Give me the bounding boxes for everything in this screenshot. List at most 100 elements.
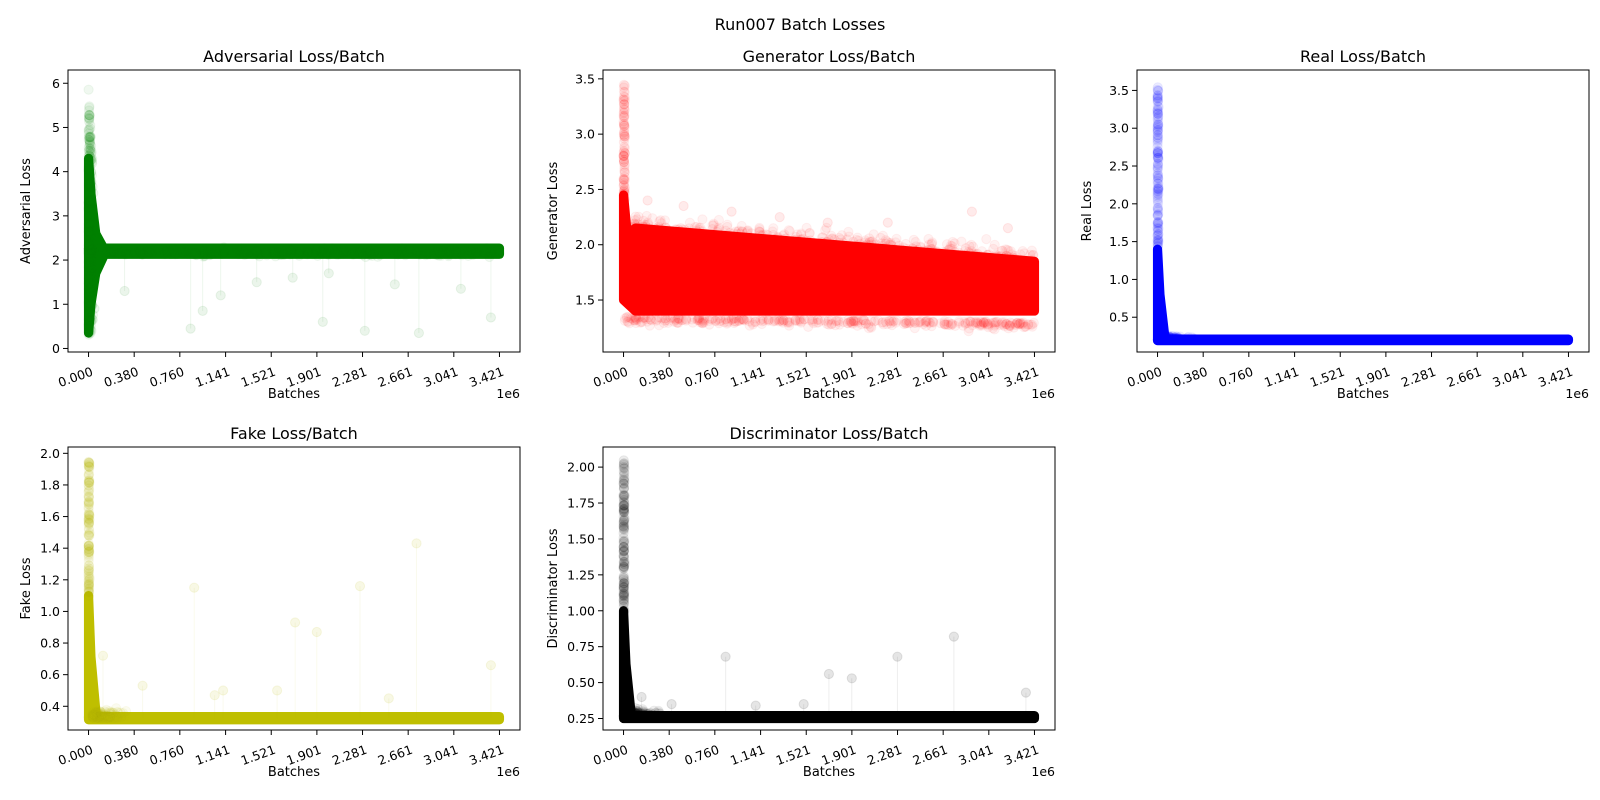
data-point: [285, 245, 296, 256]
data-point: [979, 318, 990, 329]
data-point: [982, 319, 994, 330]
data-point: [254, 251, 265, 262]
data-point: [1152, 95, 1163, 106]
data-point: [170, 249, 181, 260]
data-point: [84, 510, 95, 521]
data-point: [798, 314, 810, 325]
data-point: [368, 248, 379, 259]
data-point: [467, 249, 478, 261]
data-point: [975, 251, 986, 262]
data-point: [204, 250, 215, 261]
data-point: [790, 315, 801, 327]
y-tick-label: 0.75: [567, 639, 595, 654]
data-point: [1153, 121, 1164, 132]
data-point: [915, 315, 926, 326]
data-point: [84, 315, 95, 326]
data-point: [676, 315, 687, 326]
data-point: [619, 513, 630, 525]
data-point: [624, 708, 635, 720]
data-point: [833, 316, 845, 327]
data-point: [653, 221, 664, 232]
data-point: [85, 177, 96, 188]
data-point: [630, 220, 641, 231]
data-point: [618, 180, 629, 191]
data-point: [641, 710, 652, 721]
data-point: [84, 173, 96, 185]
data-point: [886, 239, 897, 250]
data-point: [856, 315, 868, 326]
data-point: [143, 245, 154, 256]
data-point: [655, 215, 666, 226]
data-point: [443, 249, 454, 261]
data-point: [250, 245, 261, 256]
data-point: [673, 224, 684, 235]
data-point: [1167, 334, 1178, 345]
data-point: [1175, 334, 1186, 345]
data-point: [87, 711, 98, 722]
data-point: [881, 236, 892, 247]
data-point: [200, 245, 211, 256]
data-point: [864, 240, 875, 251]
data-point: [619, 536, 630, 548]
data-point: [632, 709, 643, 720]
data-point: [147, 246, 158, 257]
data-point: [349, 249, 360, 260]
data-point: [83, 278, 94, 289]
data-point: [914, 316, 925, 327]
data-point: [643, 708, 655, 719]
data-point: [646, 315, 657, 326]
data-point: [190, 248, 201, 259]
data-point: [376, 246, 387, 257]
data-point: [908, 244, 919, 255]
data-point: [493, 245, 504, 256]
data-point: [1153, 223, 1164, 234]
data-point: [633, 211, 644, 222]
data-point: [1156, 334, 1167, 345]
data-point: [666, 699, 677, 710]
data-point: [738, 314, 749, 325]
data-point: [645, 707, 656, 719]
data-point: [83, 239, 95, 250]
data-point: [92, 708, 103, 719]
data-point: [704, 315, 715, 326]
data-point: [965, 248, 976, 259]
data-point: [470, 248, 481, 259]
data-point: [642, 219, 654, 230]
data-point: [927, 243, 938, 255]
data-point: [622, 711, 633, 722]
data-point: [1152, 92, 1163, 103]
data-point: [84, 475, 95, 486]
data-point: [635, 710, 647, 722]
data-point: [948, 631, 960, 642]
data-point: [121, 246, 132, 258]
data-point: [1020, 687, 1032, 698]
data-point: [851, 315, 862, 327]
data-point: [91, 710, 102, 721]
data-point: [1152, 134, 1163, 145]
data-point: [859, 315, 870, 326]
data-point: [86, 229, 97, 240]
data-point: [1164, 332, 1175, 343]
data-point: [200, 248, 211, 259]
data-point: [1175, 333, 1186, 344]
data-point: [638, 710, 649, 722]
data-point: [618, 570, 629, 582]
data-point: [91, 708, 102, 720]
data-point: [618, 79, 630, 91]
data-point: [86, 244, 97, 255]
data-point: [87, 300, 98, 311]
data-point: [638, 222, 650, 233]
data-point: [97, 713, 108, 724]
data-point: [1153, 108, 1164, 120]
data-point: [84, 527, 95, 538]
data-point: [886, 240, 897, 251]
data-point: [358, 243, 369, 254]
data-point: [817, 232, 829, 243]
data-point: [1175, 331, 1186, 342]
data-point: [83, 569, 94, 580]
data-point: [763, 314, 774, 325]
y-tick-label: 1.75: [567, 496, 595, 511]
data-point: [195, 246, 207, 257]
data-point: [181, 246, 192, 257]
data-point: [108, 246, 119, 257]
